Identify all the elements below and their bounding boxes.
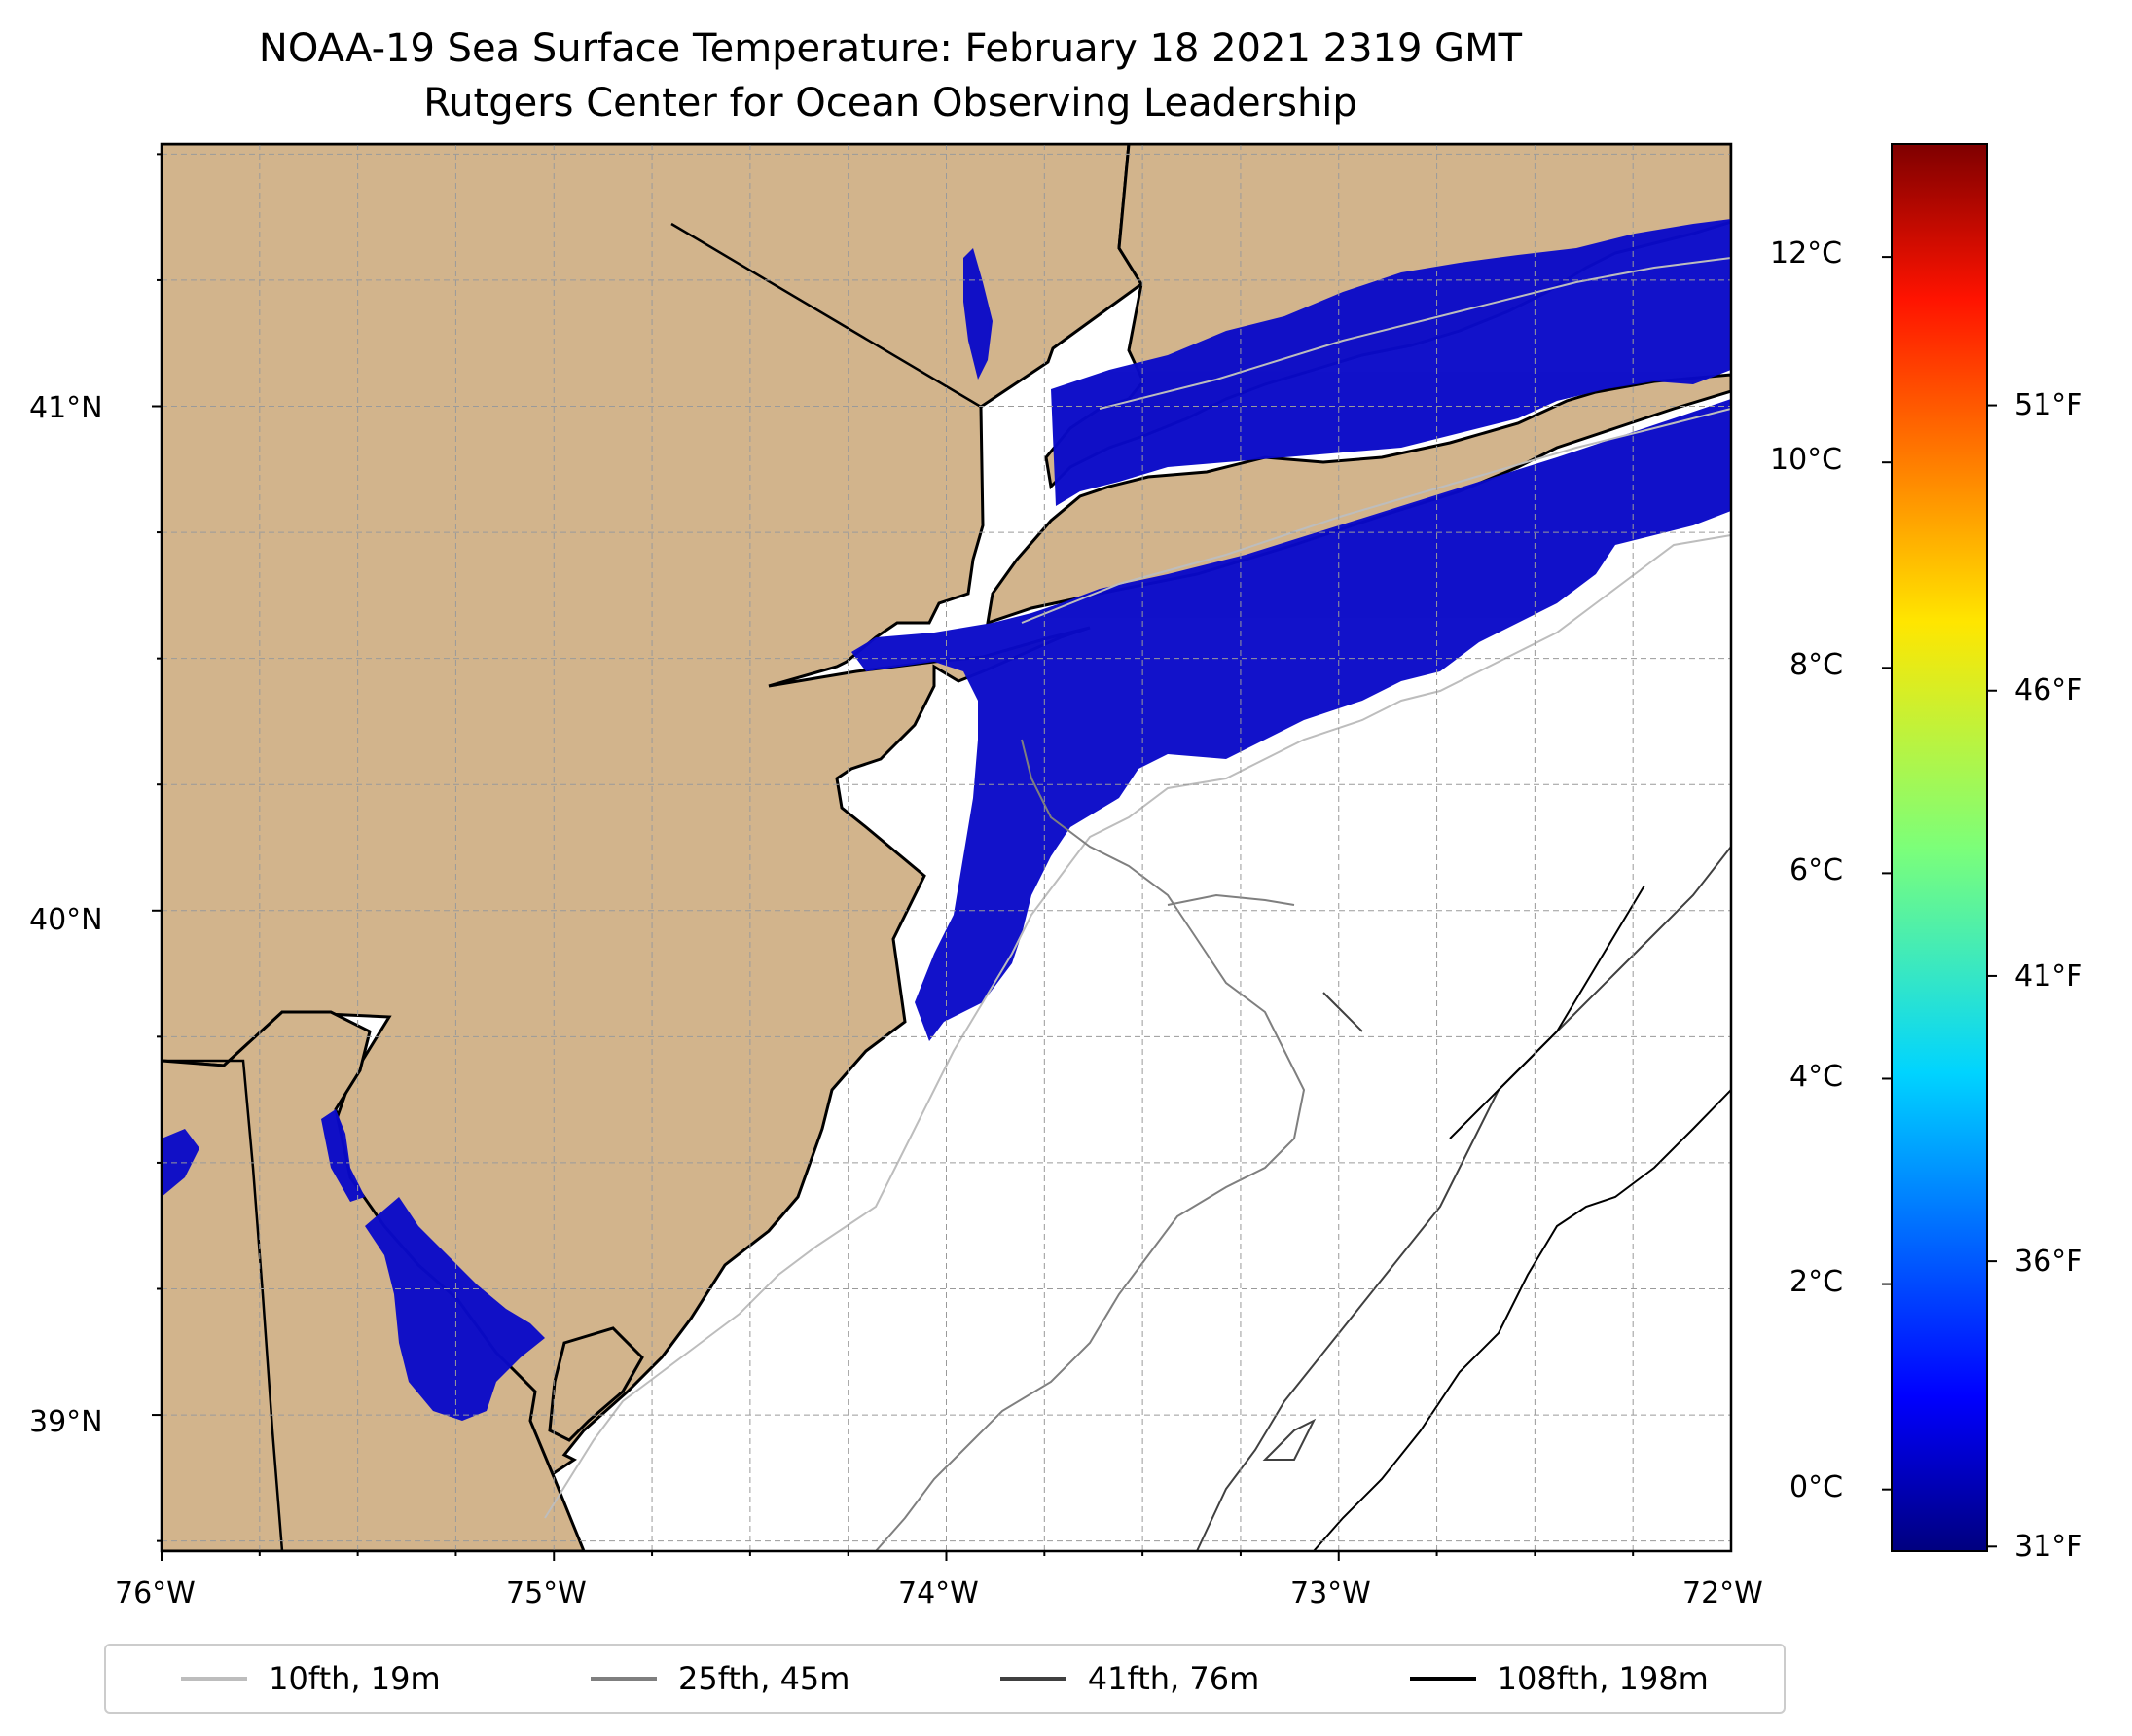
legend-line-25fth [590,1677,657,1681]
legend-label: 108fth, 198m [1497,1660,1709,1697]
bathymetry-contours [544,257,1731,1551]
legend-label: 25fth, 45m [677,1660,850,1697]
colorbar [1891,143,1988,1552]
colorbar-celsius-label: 6°C [1789,853,1844,887]
colorbar-fahrenheit-label: 31°F [2014,1530,2083,1564]
colorbar-celsius-label: 0°C [1789,1470,1844,1504]
lat-tick-label: 41°N [29,391,103,425]
map-title: NOAA-19 Sea Surface Temperature: Februar… [258,26,1523,71]
legend-line-10fth [181,1677,248,1681]
legend-entry: 10fth, 19m [181,1660,441,1697]
legend-entry: 41fth, 76m [999,1660,1260,1697]
legend-entry: 25fth, 45m [590,1660,850,1697]
colorbar-celsius-label: 10°C [1770,443,1843,477]
sst-coverage [162,219,1731,1421]
lon-tick-label: 76°W [115,1576,196,1610]
colorbar-celsius-label: 12°C [1770,236,1843,271]
state-borders [162,222,982,1551]
lat-tick-label: 39°N [29,1405,103,1439]
lat-tick-label: 40°N [29,903,103,937]
colorbar-fahrenheit-label: 46°F [2014,673,2083,707]
legend-label: 10fth, 19m [269,1660,441,1697]
legend-entry: 108fth, 198m [1409,1660,1709,1697]
legend-label: 41fth, 76m [1087,1660,1260,1697]
gridlines [162,144,1731,1551]
land-cape-may [548,1326,644,1442]
legend-line-41fth [999,1677,1066,1681]
colorbar-celsius-label: 2°C [1789,1265,1844,1299]
contour-legend: 10fth, 19m 25fth, 45m 41fth, 76m 108fth,… [104,1644,1786,1714]
lon-tick-label: 75°W [506,1576,587,1610]
lon-tick-label: 73°W [1290,1576,1371,1610]
colorbar-fahrenheit-label: 41°F [2014,959,2083,994]
legend-line-108fth [1409,1677,1476,1681]
colorbar-celsius-label: 8°C [1789,648,1844,682]
colorbar-fahrenheit-label: 36°F [2014,1245,2083,1279]
colorbar-fahrenheit-label: 51°F [2014,388,2083,422]
colorbar-ticks [1882,256,1997,1548]
lon-tick-label: 72°W [1682,1576,1763,1610]
axis-ticks [152,153,1635,1561]
lon-tick-label: 74°W [898,1576,979,1610]
map-subtitle: Rutgers Center for Ocean Observing Leade… [423,81,1357,126]
colorbar-celsius-label: 4°C [1789,1060,1844,1094]
